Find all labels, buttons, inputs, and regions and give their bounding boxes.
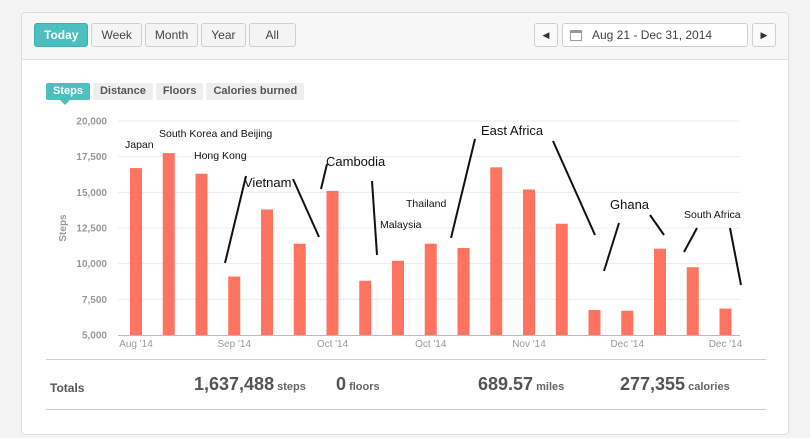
total-calories: 277,355 calories (620, 374, 730, 395)
bar (293, 243, 306, 335)
bar (686, 267, 699, 335)
y-axis-title: Steps (58, 214, 69, 242)
next-range-button[interactable]: ▶ (752, 23, 776, 47)
bar (392, 260, 404, 335)
tab-month[interactable]: Month (144, 23, 199, 47)
annotation-label: South Korea and Beijing (159, 128, 272, 140)
x-tick-label: Oct '14 (317, 339, 349, 350)
total-steps: 1,637,488 steps (194, 374, 306, 395)
total-steps-unit: steps (277, 381, 306, 393)
totals-label: Totals (50, 381, 85, 395)
annotation-pointer (683, 227, 698, 253)
bar (424, 243, 437, 335)
date-range-picker[interactable]: Aug 21 - Dec 31, 2014 (562, 23, 748, 47)
annotation-pointer (450, 138, 476, 239)
y-tick-label: 15,000 (76, 188, 107, 199)
bar (326, 190, 339, 335)
bar (555, 223, 568, 335)
bar (719, 308, 732, 335)
total-miles-value: 689.57 (478, 374, 534, 394)
x-tick-label: Dec '14 (610, 339, 644, 350)
tab-steps[interactable]: Steps (46, 83, 90, 100)
bar (654, 248, 666, 335)
steps-bar-chart: 5,000 7,500 10,000 12,500 15,000 17,500 20,000… (58, 117, 743, 351)
totals-bottom-divider (46, 409, 766, 410)
tab-floors[interactable]: Floors (155, 83, 204, 100)
y-tick-label: 12,500 (76, 224, 107, 235)
x-tick-label: Aug '14 (119, 339, 153, 350)
annotation-label: Malaysia (380, 219, 422, 231)
annotation-pointer (552, 140, 596, 236)
y-tick-label: 20,000 (76, 117, 107, 128)
bar (588, 310, 601, 335)
annotation-pointer (224, 175, 247, 264)
annotation-label: Vietnam (244, 175, 291, 190)
annotation-pointer (649, 214, 665, 236)
annotation-label: East Africa (481, 123, 544, 138)
annotation-label: Japan (125, 139, 154, 151)
range-tabs: Today Week Month Year All (34, 23, 296, 47)
metric-tabs: Steps Distance Floors Calories burned (46, 83, 305, 100)
prev-range-button[interactable]: ◀ (534, 23, 558, 47)
bar (621, 310, 634, 335)
date-range-label: Aug 21 - Dec 31, 2014 (592, 28, 713, 42)
x-tick-label: Nov '14 (512, 339, 546, 350)
bar (457, 247, 470, 335)
calendar-icon (570, 29, 582, 41)
annotation-label: Thailand (406, 198, 446, 210)
total-floors-unit: floors (349, 381, 380, 393)
annotation-pointer (371, 180, 378, 256)
tab-week[interactable]: Week (91, 23, 142, 47)
toolbar: Today Week Month Year All ◀ Aug 21 - Dec… (22, 13, 788, 60)
total-floors: 0 floors (336, 374, 380, 395)
x-tick-label: Dec '14 (709, 339, 743, 350)
tab-year[interactable]: Year (201, 23, 246, 47)
annotation-label: Ghana (610, 197, 650, 212)
annotation-label: South Africa (684, 209, 741, 221)
bar (228, 276, 241, 335)
y-tick-label: 7,500 (82, 295, 107, 306)
total-miles-unit: miles (536, 381, 565, 393)
y-tick-label: 5,000 (82, 331, 107, 342)
annotation-pointer (320, 163, 328, 190)
total-floors-value: 0 (336, 374, 347, 394)
bar (261, 209, 273, 335)
chevron-right-icon: ▶ (760, 29, 768, 40)
x-tick-label: Oct '14 (415, 339, 447, 350)
annotation-pointer (292, 178, 320, 238)
total-calories-value: 277,355 (620, 374, 686, 394)
active-tab-pointer (60, 100, 70, 105)
total-miles: 689.57 miles (478, 374, 564, 395)
bar (523, 189, 535, 335)
totals-top-divider (46, 359, 766, 360)
total-calories-unit: calories (688, 381, 730, 393)
x-tick-label: Sep '14 (217, 339, 251, 350)
y-tick-label: 17,500 (76, 152, 107, 163)
annotation-pointer (603, 222, 620, 272)
tab-all[interactable]: All (248, 23, 296, 47)
date-range-control: ◀ Aug 21 - Dec 31, 2014 ▶ (534, 23, 776, 47)
bar (130, 168, 142, 335)
chevron-left-icon: ◀ (542, 29, 550, 40)
annotation-label: Hong Kong (194, 150, 247, 162)
tab-calories-burned[interactable]: Calories burned (206, 83, 305, 100)
annotation-label: Cambodia (326, 154, 386, 169)
tab-distance[interactable]: Distance (92, 83, 153, 100)
bar (195, 173, 208, 335)
bar (359, 280, 372, 335)
tab-today[interactable]: Today (34, 23, 89, 47)
dashboard-card: Today Week Month Year All ◀ Aug 21 - Dec… (21, 12, 789, 435)
annotation-pointer (729, 227, 742, 286)
y-tick-label: 10,000 (76, 259, 107, 270)
bar (490, 167, 503, 335)
bar (162, 153, 175, 335)
total-steps-value: 1,637,488 (194, 374, 275, 394)
